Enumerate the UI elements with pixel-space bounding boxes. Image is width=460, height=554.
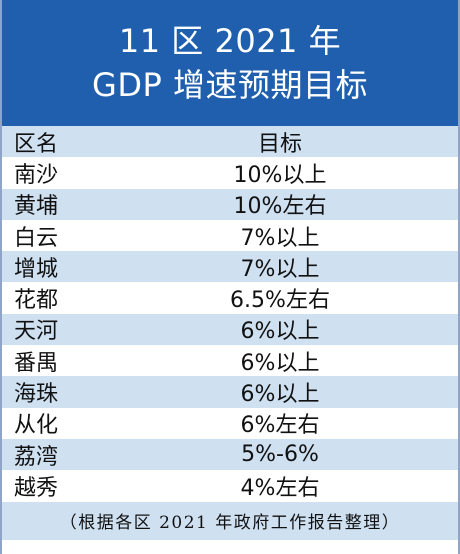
district-cell: 增城 [14,256,59,282]
district-cell: 番禺 [14,350,59,376]
gdp-target-table: 区名 目标 南沙 10%以上 黄埔 10%左右 白云 7%以上 增城 7%以上 … [2,126,458,502]
table-row: 番禺 6%以上 [2,345,458,377]
column-header-district: 区名 [14,131,59,157]
district-cell: 海珠 [14,382,59,408]
target-cell: 6%以上 [240,350,320,376]
district-cell: 花都 [14,288,59,314]
table-row: 海珠 6%以上 [2,376,458,408]
target-cell: 7%以上 [240,256,320,282]
table-row: 花都 6.5%左右 [2,282,458,314]
table-row: 黄埔 10%左右 [2,188,458,220]
table-header-row: 区名 目标 [2,126,458,158]
district-cell: 天河 [14,319,59,345]
district-cell: 从化 [14,413,59,439]
district-cell: 越秀 [14,475,59,501]
source-note: （根据各区 2021 年政府工作报告整理） [2,501,458,540]
title-line-1: 11 区 2021 年 [118,22,342,60]
district-cell: 南沙 [14,162,59,188]
table-row: 荔湾 5%-6% [2,438,458,471]
column-header-target: 目标 [257,131,302,157]
target-cell: 7%以上 [240,225,320,251]
title-banner: 11 区 2021 年 GDP 增速预期目标 [2,0,458,126]
target-cell: 6%以上 [240,319,320,345]
target-cell: 10%以上 [233,162,327,188]
target-cell: 10%左右 [233,194,327,220]
target-cell: 4%左右 [240,475,320,501]
target-cell: 6%左右 [240,413,320,439]
table-row: 南沙 10%以上 [2,157,458,189]
district-cell: 荔湾 [14,444,59,470]
target-cell: 6%以上 [240,382,320,408]
target-cell: 6.5%左右 [230,288,330,314]
table-row: 白云 7%以上 [2,219,458,252]
table-row: 从化 6%左右 [2,407,458,439]
target-cell: 5%-6% [241,442,319,468]
district-cell: 黄埔 [14,194,59,220]
title-line-2: GDP 增速预期目标 [92,66,368,104]
district-cell: 白云 [14,225,59,251]
table-row: 增城 7%以上 [2,251,458,283]
table-row: 天河 6%以上 [2,313,458,346]
table-row: 越秀 4%左右 [2,470,458,502]
